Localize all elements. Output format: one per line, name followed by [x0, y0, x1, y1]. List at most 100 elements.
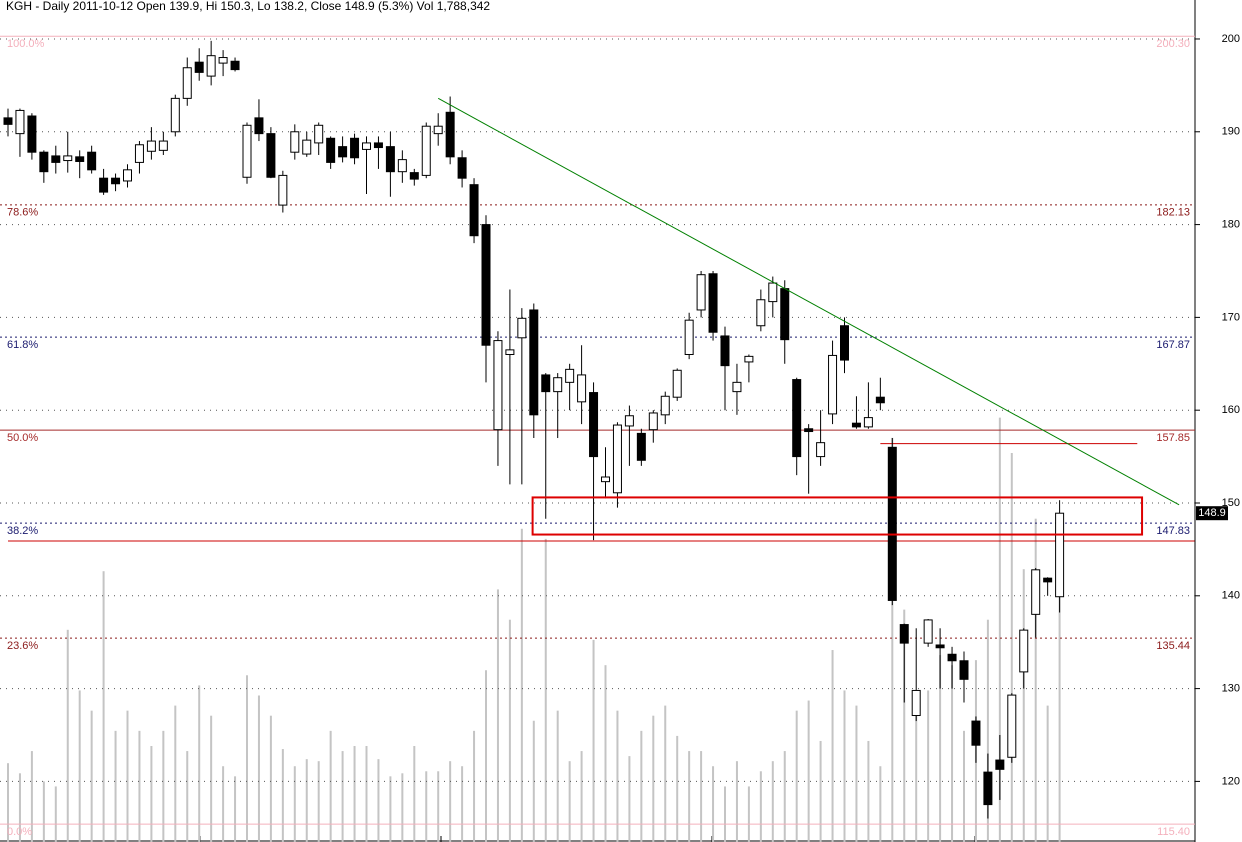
volume-bar	[174, 705, 177, 842]
candle-body	[875, 396, 885, 404]
candle-body	[648, 412, 658, 431]
volume-bar	[54, 786, 57, 842]
candle-body	[971, 720, 981, 746]
volume-bar	[210, 715, 213, 842]
candle-body	[863, 417, 873, 428]
y-tick-label: 170	[1222, 311, 1240, 323]
volume-bar	[222, 766, 225, 842]
fib-label: 61.8%	[7, 339, 38, 351]
fib-label: 38.2%	[7, 525, 38, 537]
volume-bar	[353, 746, 356, 842]
volume-bar	[556, 710, 559, 842]
last-price-label: 148.9	[1198, 507, 1226, 519]
volume-bar	[42, 781, 45, 842]
volume-bar	[66, 629, 69, 842]
volume-bar	[724, 786, 726, 842]
fib-label: 0.0%	[7, 826, 32, 838]
candle-body	[433, 125, 443, 135]
volume-bar	[951, 665, 954, 842]
volume-bar	[1010, 452, 1013, 842]
candle-body	[553, 377, 563, 393]
candle-body	[278, 174, 288, 206]
candle-body	[146, 140, 156, 152]
candle-body	[469, 184, 479, 237]
candle-body	[182, 67, 192, 99]
candle-body	[517, 317, 527, 339]
candle-body	[338, 146, 348, 158]
candle-body	[63, 155, 73, 162]
volume-bar	[1034, 518, 1037, 842]
volume-bar	[998, 417, 1001, 842]
candle-body	[242, 124, 252, 178]
candle-body	[266, 133, 276, 178]
candle-body	[780, 288, 790, 341]
volume-bar	[377, 759, 380, 842]
fib-label: 50.0%	[7, 432, 38, 444]
volume-bar	[915, 700, 918, 842]
volume-bar	[568, 761, 571, 842]
y-tick-label: 130	[1222, 683, 1240, 695]
candle-body	[565, 368, 575, 383]
volume-bar	[246, 675, 248, 842]
volume-bar	[281, 749, 284, 842]
volume-bar	[198, 685, 201, 842]
y-tick-label: 150	[1222, 497, 1240, 509]
volume-bar	[18, 773, 21, 842]
volume-bar	[496, 589, 499, 842]
candle-body	[409, 172, 419, 180]
candle-body	[123, 169, 132, 182]
candle-body	[911, 689, 921, 717]
volume-bar	[508, 619, 511, 842]
volume-bar	[30, 751, 33, 842]
candle-body	[350, 137, 360, 159]
volume-bar	[843, 690, 846, 842]
candle-body	[756, 299, 766, 327]
volume-bar	[628, 756, 631, 842]
candle-body	[887, 446, 897, 601]
fib-value: 167.87	[1156, 339, 1190, 351]
candle-body	[111, 177, 121, 185]
volume-bar	[473, 730, 476, 842]
volume-bar	[879, 766, 882, 842]
volume-bar	[413, 746, 416, 842]
candle-body	[768, 282, 778, 303]
volume-bar	[7, 763, 9, 842]
candle-body	[254, 117, 264, 135]
y-tick-label: 200	[1222, 33, 1240, 45]
fib-value: 200.30	[1156, 38, 1190, 50]
volume-bar	[1022, 569, 1025, 842]
candle-body	[828, 354, 838, 415]
candle-body	[589, 392, 599, 458]
candle-body	[660, 395, 670, 416]
volume-bar	[700, 751, 703, 842]
fib-label: 100.0%	[7, 38, 45, 50]
volume-bar	[449, 761, 452, 842]
candle-body	[935, 644, 945, 649]
trendline	[437, 97, 1180, 506]
candle-body	[1007, 694, 1017, 758]
candle-body	[684, 319, 694, 356]
candle-body	[1031, 569, 1041, 615]
candle-body	[75, 156, 85, 162]
candle-body	[541, 374, 551, 393]
candle-body	[397, 159, 407, 173]
candle-body	[170, 97, 180, 133]
candle-body	[744, 355, 754, 363]
candle-body	[720, 335, 730, 367]
candle-body	[373, 142, 383, 149]
candle-body	[732, 381, 742, 393]
volume-bar	[963, 730, 965, 842]
fib-value: 135.44	[1156, 640, 1190, 652]
volume-bar	[520, 528, 523, 842]
candle-body	[923, 619, 933, 644]
candle-body	[3, 117, 13, 125]
candle-body	[1043, 577, 1053, 583]
volume-bar	[78, 690, 81, 842]
candle-body	[840, 325, 849, 361]
volume-bar	[293, 766, 296, 842]
volume-bar	[927, 690, 930, 842]
candle-body	[326, 137, 336, 163]
candle-body	[230, 60, 240, 71]
volume-bar	[341, 751, 344, 842]
volume-bar	[532, 720, 535, 842]
